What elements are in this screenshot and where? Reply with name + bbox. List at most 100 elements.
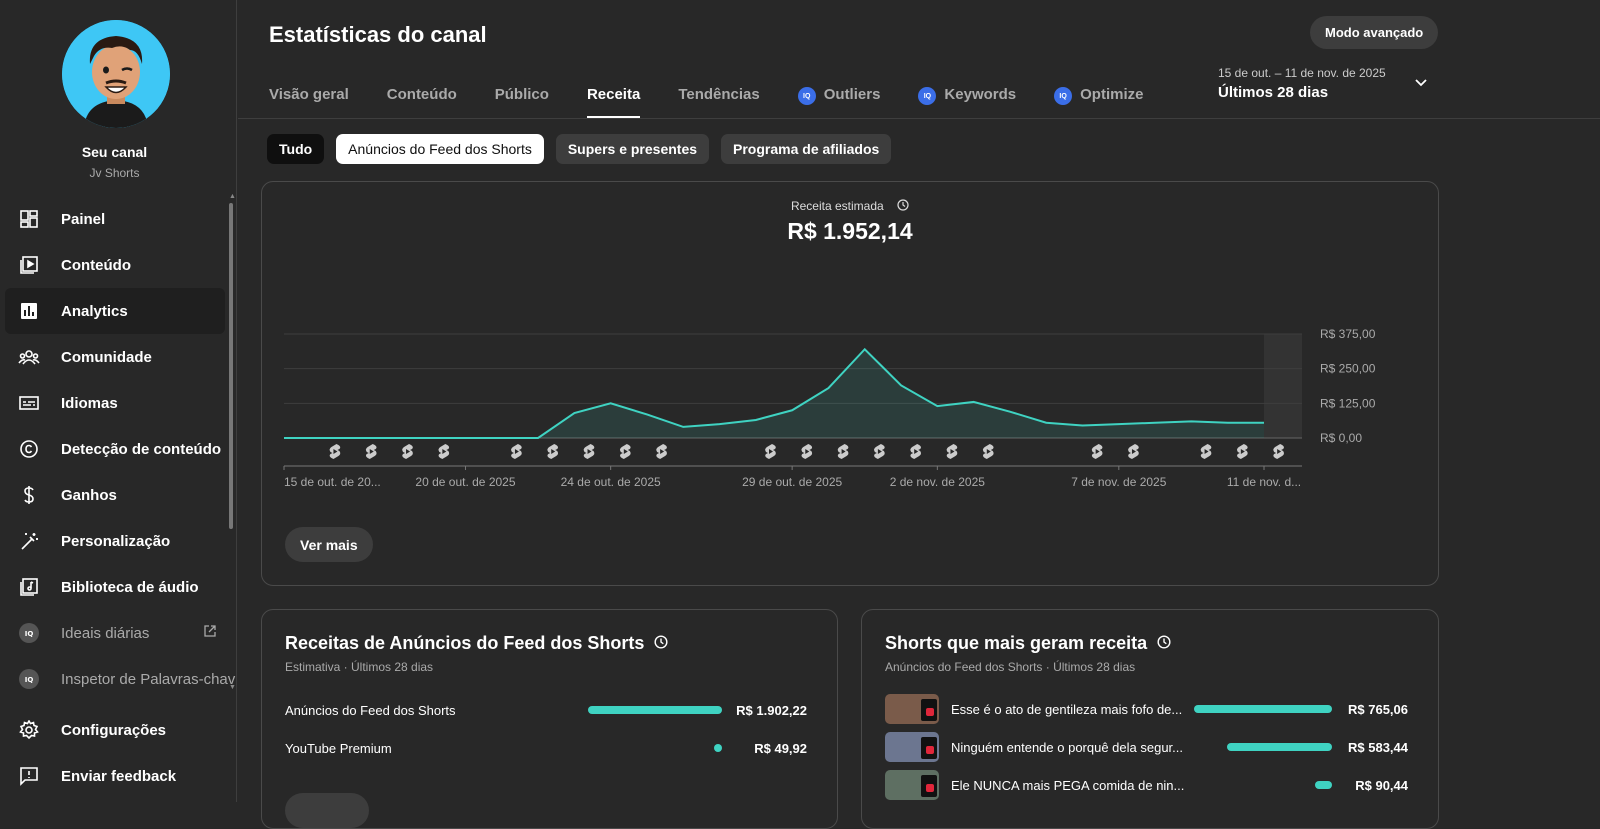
sidebar-item-label: Conteúdo bbox=[61, 256, 131, 274]
card-title-row: Receitas de Anúncios do Feed dos Shorts bbox=[285, 633, 668, 654]
sidebar-item-label: Detecção de conteúdo bbox=[61, 440, 222, 458]
content-icon bbox=[18, 254, 40, 276]
x-tick-label: 29 de out. de 2025 bbox=[742, 475, 842, 489]
shorts-marker-icon[interactable] bbox=[656, 444, 667, 459]
revenue-bar bbox=[714, 744, 722, 752]
clock-icon bbox=[654, 633, 668, 654]
x-tick-label: 15 de out. de 20... bbox=[284, 475, 381, 489]
period-text: Últimos 28 dias bbox=[1218, 84, 1329, 101]
date-range-selector[interactable]: 15 de out. – 11 de nov. de 2025 Últimos … bbox=[1218, 66, 1386, 101]
list-item[interactable]: YouTube Premium bbox=[285, 733, 392, 763]
sidebar-item-ideias-diarias[interactable]: IQ Ideais diárias bbox=[5, 610, 225, 656]
sidebar-item-idiomas[interactable]: Idiomas bbox=[5, 380, 225, 426]
kpi-label-row: Receita estimada bbox=[262, 199, 1438, 213]
chip-tudo[interactable]: Tudo bbox=[267, 134, 325, 164]
tab-publico[interactable]: Público bbox=[495, 78, 549, 118]
shorts-marker-icon[interactable] bbox=[402, 444, 413, 459]
list-item[interactable]: Esse é o ato de gentileza mais fofo de..… bbox=[885, 694, 1182, 724]
shorts-marker-icon[interactable] bbox=[874, 444, 885, 459]
ver-mais-button[interactable]: Ver mais bbox=[285, 527, 373, 562]
tab-conteudo[interactable]: Conteúdo bbox=[387, 78, 457, 118]
row-label: YouTube Premium bbox=[285, 740, 392, 756]
chip-programa-afiliados[interactable]: Programa de afiliados bbox=[721, 134, 892, 164]
shorts-marker-icon[interactable] bbox=[1200, 444, 1212, 459]
shorts-marker-icon[interactable] bbox=[1091, 444, 1103, 459]
row-value: R$ 765,06 bbox=[1348, 702, 1408, 717]
sidebar-item-ganhos[interactable]: Ganhos bbox=[5, 472, 225, 518]
shorts-marker-icon[interactable] bbox=[765, 444, 776, 459]
sidebar-item-comunidade[interactable]: Comunidade bbox=[5, 334, 225, 380]
list-item[interactable]: Ele NUNCA mais PEGA comida de nin... bbox=[885, 770, 1184, 800]
sidebar-item-label: Ideais diárias bbox=[61, 624, 150, 642]
tab-outliers[interactable]: IQ Outliers bbox=[797, 78, 880, 118]
shorts-marker-icon[interactable] bbox=[329, 444, 341, 459]
shorts-marker-icon[interactable] bbox=[1273, 444, 1284, 459]
vidiq-icon: IQ bbox=[18, 622, 40, 644]
shorts-marker-icon[interactable] bbox=[1128, 444, 1139, 459]
tab-visao-geral[interactable]: Visão geral bbox=[269, 78, 349, 118]
shorts-marker-icon[interactable] bbox=[547, 444, 559, 459]
tab-keywords[interactable]: IQ Keywords bbox=[918, 78, 1016, 118]
analytics-icon bbox=[18, 300, 40, 322]
tab-receita[interactable]: Receita bbox=[586, 78, 641, 119]
video-thumbnail bbox=[885, 694, 939, 724]
sidebar-scrollbar[interactable] bbox=[229, 203, 233, 529]
shorts-marker-icon[interactable] bbox=[837, 444, 849, 459]
sidebar-item-painel[interactable]: Painel bbox=[5, 196, 225, 242]
chip-supers-presentes[interactable]: Supers e presentes bbox=[555, 134, 710, 164]
card-subtitle: Estimativa · Últimos 28 dias bbox=[285, 660, 434, 674]
vidiq-icon: IQ bbox=[797, 87, 816, 105]
chip-anuncios-feed[interactable]: Anúncios do Feed dos Shorts bbox=[336, 134, 544, 164]
shorts-marker-icon[interactable] bbox=[982, 444, 994, 459]
sidebar-item-configuracoes[interactable]: Configurações bbox=[5, 707, 225, 753]
tab-tendencias[interactable]: Tendências bbox=[678, 78, 759, 118]
vidiq-icon: IQ bbox=[18, 668, 40, 690]
shorts-marker-icon[interactable] bbox=[365, 444, 377, 459]
external-link-icon bbox=[203, 624, 217, 642]
channel-avatar[interactable] bbox=[62, 20, 170, 128]
sidebar-item-biblioteca-audio[interactable]: Biblioteca de áudio bbox=[5, 564, 225, 610]
shorts-marker-icon[interactable] bbox=[620, 444, 631, 459]
shorts-marker-icon[interactable] bbox=[801, 444, 813, 459]
sidebar-item-analytics[interactable]: Analytics bbox=[5, 288, 225, 334]
chevron-down-icon[interactable] bbox=[1413, 74, 1429, 95]
shorts-marker-icon[interactable] bbox=[511, 444, 522, 459]
shorts-marker-icon[interactable] bbox=[910, 444, 921, 459]
sidebar: Seu canal Jv Shorts ▲ ▼ Painel Conteúdo … bbox=[0, 0, 237, 802]
shorts-marker-icon[interactable] bbox=[946, 444, 958, 459]
gear-icon bbox=[18, 719, 40, 741]
subtitles-icon bbox=[18, 392, 40, 414]
y-tick-label: R$ 375,00 bbox=[1320, 327, 1376, 341]
shorts-marker-icon[interactable] bbox=[1237, 444, 1248, 459]
channel-handle: Jv Shorts bbox=[89, 166, 140, 180]
shorts-marker-icon[interactable] bbox=[438, 444, 450, 459]
revenue-line-chart[interactable]: R$ 0,00 R$ 125,00 R$ 250,00 R$ 375,00 15 de … bbox=[262, 182, 1440, 522]
vidiq-icon: IQ bbox=[1054, 87, 1073, 105]
card-subtitle: Anúncios do Feed dos Shorts · Últimos 28… bbox=[885, 660, 1136, 674]
ver-mais-button[interactable] bbox=[285, 793, 369, 828]
shorts-marker-icon[interactable] bbox=[583, 444, 595, 459]
advanced-mode-button[interactable]: Modo avançado bbox=[1310, 16, 1439, 49]
scroll-up-arrow[interactable]: ▲ bbox=[229, 193, 236, 200]
dashboard-icon bbox=[18, 208, 40, 230]
tab-label: Conteúdo bbox=[386, 86, 457, 103]
sidebar-item-enviar-feedback[interactable]: Enviar feedback bbox=[5, 753, 225, 799]
sidebar-item-conteudo[interactable]: Conteúdo bbox=[5, 242, 225, 288]
sidebar-item-label: Analytics bbox=[61, 302, 128, 320]
svg-text:IQ: IQ bbox=[25, 630, 34, 638]
x-tick-label: 24 de out. de 2025 bbox=[561, 475, 661, 489]
video-thumbnail bbox=[885, 732, 939, 762]
tab-label: Visão geral bbox=[269, 86, 349, 103]
list-item[interactable]: Ninguém entende o porquê dela segur... bbox=[885, 732, 1183, 762]
sidebar-item-inspetor-palavras[interactable]: IQ Inspetor de Palavras-chav bbox=[5, 656, 235, 702]
scroll-down-arrow[interactable]: ▼ bbox=[229, 684, 236, 691]
sidebar-item-personalizacao[interactable]: Personalização bbox=[5, 518, 225, 564]
channel-name: Seu canal bbox=[81, 144, 148, 160]
partial-day-band bbox=[1264, 334, 1302, 438]
sidebar-item-deteccao[interactable]: Detecção de conteúdo bbox=[5, 426, 225, 472]
tab-optimize[interactable]: IQ Optimize bbox=[1054, 78, 1143, 118]
row-label: Ninguém entende o porquê dela segur... bbox=[951, 739, 1184, 755]
row-value: R$ 90,44 bbox=[1355, 778, 1408, 793]
y-tick-label: R$ 0,00 bbox=[1320, 431, 1362, 445]
list-item[interactable]: Anúncios do Feed dos Shorts bbox=[285, 695, 456, 725]
